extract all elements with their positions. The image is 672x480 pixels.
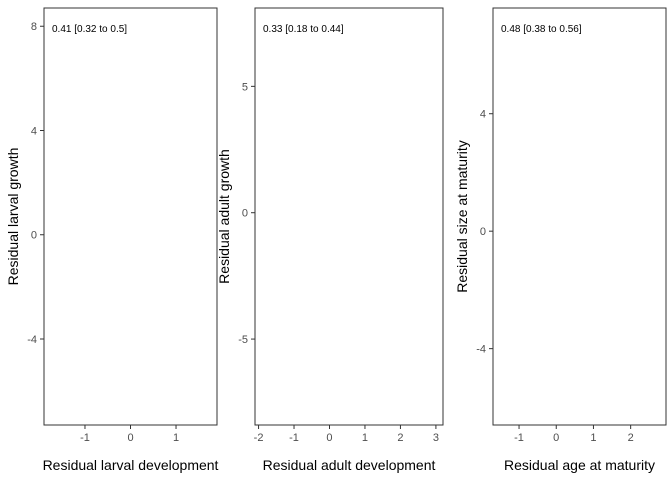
y-tick-label: -5 (238, 334, 248, 346)
y-axis-title: Residual size at maturity (454, 140, 470, 293)
x-tick-label: -1 (514, 432, 524, 444)
x-axis-title: Residual age at maturity (504, 457, 655, 473)
panel-border (492, 7, 667, 426)
panel-2: 0.33 [0.18 to 0.44] -2 -1 0 1 2 3 -5 0 5 Residual … (216, 7, 444, 473)
y-tick-label: 4 (480, 109, 486, 121)
x-tick-label: 0 (127, 432, 133, 444)
y-tick-label: 8 (31, 21, 37, 33)
panel-1: 0.41 [0.32 to 0.5] -1 0 1 -4 0 4 8 Residual larv… (5, 7, 219, 473)
y-tick-label: -4 (27, 334, 37, 346)
y-tick-label: 4 (31, 125, 37, 137)
y-tick-label: 0 (31, 230, 37, 242)
x-tick-label: 0 (326, 432, 332, 444)
x-tick-label: 2 (628, 432, 634, 444)
x-tick-label: 1 (173, 432, 179, 444)
y-tick-label: 5 (242, 81, 248, 93)
y-tick-label: 0 (242, 208, 248, 220)
x-tick-label: 3 (433, 432, 439, 444)
panel-border (254, 7, 444, 426)
x-axis-title: Residual adult development (263, 457, 436, 473)
x-tick-label: 0 (553, 432, 559, 444)
x-tick-label: 2 (397, 432, 403, 444)
y-axis-title: Residual adult growth (216, 149, 232, 284)
x-axis-title: Residual larval development (43, 457, 219, 473)
correlation-annotation: 0.48 [0.38 to 0.56] (501, 24, 582, 35)
x-tick-label: 1 (362, 432, 368, 444)
x-tick-label: -1 (289, 432, 299, 444)
correlation-annotation: 0.41 [0.32 to 0.5] (52, 24, 127, 35)
correlation-annotation: 0.33 [0.18 to 0.44] (263, 24, 344, 35)
x-tick-label: -1 (80, 432, 90, 444)
y-tick-label: -4 (476, 344, 486, 356)
panel-border (43, 7, 218, 426)
panel-3: 0.48 [0.38 to 0.56] -1 0 1 2 -4 0 4 Residual age… (454, 7, 667, 473)
x-tick-label: 1 (590, 432, 596, 444)
y-tick-label: 0 (480, 226, 486, 238)
y-axis-title: Residual larval growth (5, 148, 21, 286)
x-tick-label: -2 (254, 432, 264, 444)
